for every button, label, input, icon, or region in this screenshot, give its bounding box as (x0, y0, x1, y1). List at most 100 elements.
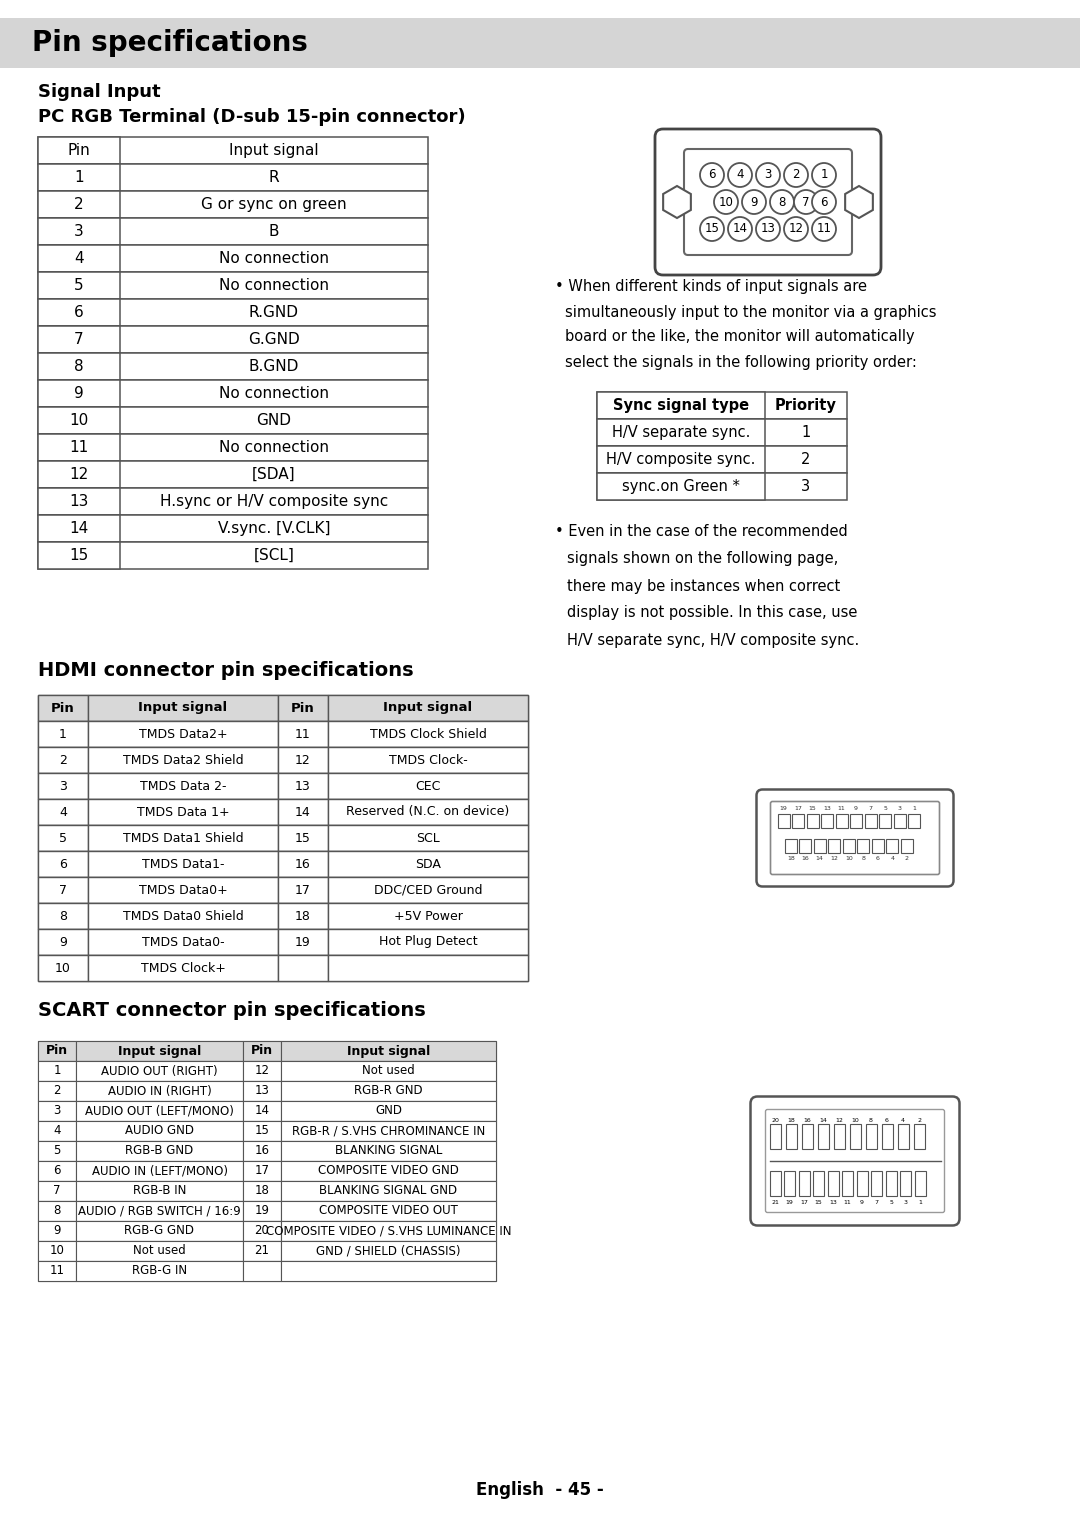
Text: BLANKING SIGNAL: BLANKING SIGNAL (335, 1144, 442, 1158)
Bar (87, 696, 278, 722)
Text: Pin: Pin (46, 1045, 68, 1057)
Bar (243, 1201, 281, 1221)
Text: 9: 9 (53, 1224, 60, 1238)
Bar (834, 1124, 845, 1149)
Bar (38, 1042, 496, 1062)
Text: SCART connector pin specifications: SCART connector pin specifications (38, 1002, 426, 1020)
Bar (76, 1141, 243, 1161)
Bar (87, 850, 278, 876)
Bar (278, 774, 328, 800)
Text: 1: 1 (820, 169, 827, 181)
Bar (887, 840, 899, 853)
Text: 3: 3 (59, 780, 67, 792)
Text: RGB-G GND: RGB-G GND (124, 1224, 194, 1238)
Bar (38, 408, 120, 434)
Bar (879, 813, 891, 827)
Bar (38, 299, 428, 326)
Text: 18: 18 (295, 910, 311, 922)
Text: 13: 13 (760, 222, 775, 236)
Bar (858, 840, 869, 853)
Text: HDMI connector pin specifications: HDMI connector pin specifications (38, 660, 414, 680)
Text: CEC: CEC (416, 780, 441, 792)
Text: RGB-B GND: RGB-B GND (125, 1144, 193, 1158)
Bar (281, 1261, 496, 1281)
Bar (38, 850, 528, 876)
Text: 1: 1 (801, 424, 811, 440)
Bar (38, 774, 528, 800)
Text: 3: 3 (53, 1105, 60, 1117)
Bar (785, 840, 797, 853)
Bar (76, 1102, 243, 1121)
Text: 5: 5 (53, 1144, 60, 1158)
Bar (278, 800, 328, 826)
Bar (243, 1042, 281, 1062)
Bar (278, 850, 328, 876)
Text: 3: 3 (75, 224, 84, 239)
Text: 11: 11 (295, 728, 311, 740)
Bar (38, 326, 428, 352)
Text: 21: 21 (255, 1244, 270, 1258)
Text: 15: 15 (255, 1124, 269, 1137)
Bar (38, 1141, 496, 1161)
Text: 15: 15 (69, 548, 89, 562)
Text: 2: 2 (905, 855, 908, 861)
Bar (38, 352, 120, 380)
Circle shape (700, 162, 724, 187)
Text: Input signal: Input signal (347, 1045, 430, 1057)
Text: 6: 6 (820, 196, 827, 208)
Bar (864, 813, 877, 827)
Text: 1: 1 (918, 1200, 922, 1204)
Bar (281, 1121, 496, 1141)
Bar (0, 18, 1080, 67)
Bar (597, 446, 847, 473)
Bar (38, 1221, 496, 1241)
Bar (38, 1102, 496, 1121)
Text: 1: 1 (913, 806, 916, 812)
Text: 10: 10 (845, 855, 852, 861)
Bar (597, 446, 765, 473)
Text: Sync signal type: Sync signal type (613, 398, 750, 414)
FancyBboxPatch shape (756, 789, 954, 887)
Bar (38, 1181, 496, 1201)
Text: 17: 17 (794, 806, 802, 812)
Text: sync.on Green *: sync.on Green * (622, 480, 740, 493)
Bar (865, 1124, 877, 1149)
Text: TMDS Data2 Shield: TMDS Data2 Shield (123, 754, 243, 766)
Text: 12: 12 (255, 1065, 270, 1077)
Bar (38, 954, 87, 980)
Text: select the signals in the following priority order:: select the signals in the following prio… (565, 354, 917, 369)
Bar (243, 1161, 281, 1181)
Text: 7: 7 (75, 332, 84, 348)
Text: Pin specifications: Pin specifications (32, 29, 308, 57)
Bar (38, 542, 120, 568)
Text: 5: 5 (883, 806, 887, 812)
Bar (76, 1221, 243, 1241)
Bar (76, 1161, 243, 1181)
Circle shape (728, 218, 752, 241)
Bar (38, 1082, 496, 1102)
Text: DDC/CED Ground: DDC/CED Ground (374, 884, 483, 896)
Bar (328, 800, 528, 826)
Text: TMDS Data2+: TMDS Data2+ (138, 728, 227, 740)
Bar (38, 800, 87, 826)
Bar (38, 1082, 76, 1102)
Text: 20: 20 (255, 1224, 269, 1238)
Bar (792, 813, 804, 827)
Text: No connection: No connection (219, 277, 329, 293)
Text: 16: 16 (295, 858, 311, 870)
Text: 19: 19 (785, 1200, 794, 1204)
Text: GND / SHIELD (CHASSIS): GND / SHIELD (CHASSIS) (316, 1244, 461, 1258)
Bar (38, 273, 120, 299)
Circle shape (756, 218, 780, 241)
Bar (38, 489, 120, 515)
Bar (881, 1124, 892, 1149)
Text: 5: 5 (75, 277, 84, 293)
Text: BLANKING SIGNAL GND: BLANKING SIGNAL GND (320, 1184, 458, 1198)
Bar (87, 902, 278, 928)
Bar (850, 813, 862, 827)
Bar (813, 1170, 824, 1196)
Bar (38, 461, 120, 489)
Text: R: R (269, 170, 280, 185)
Bar (38, 164, 120, 192)
Bar (38, 136, 428, 164)
